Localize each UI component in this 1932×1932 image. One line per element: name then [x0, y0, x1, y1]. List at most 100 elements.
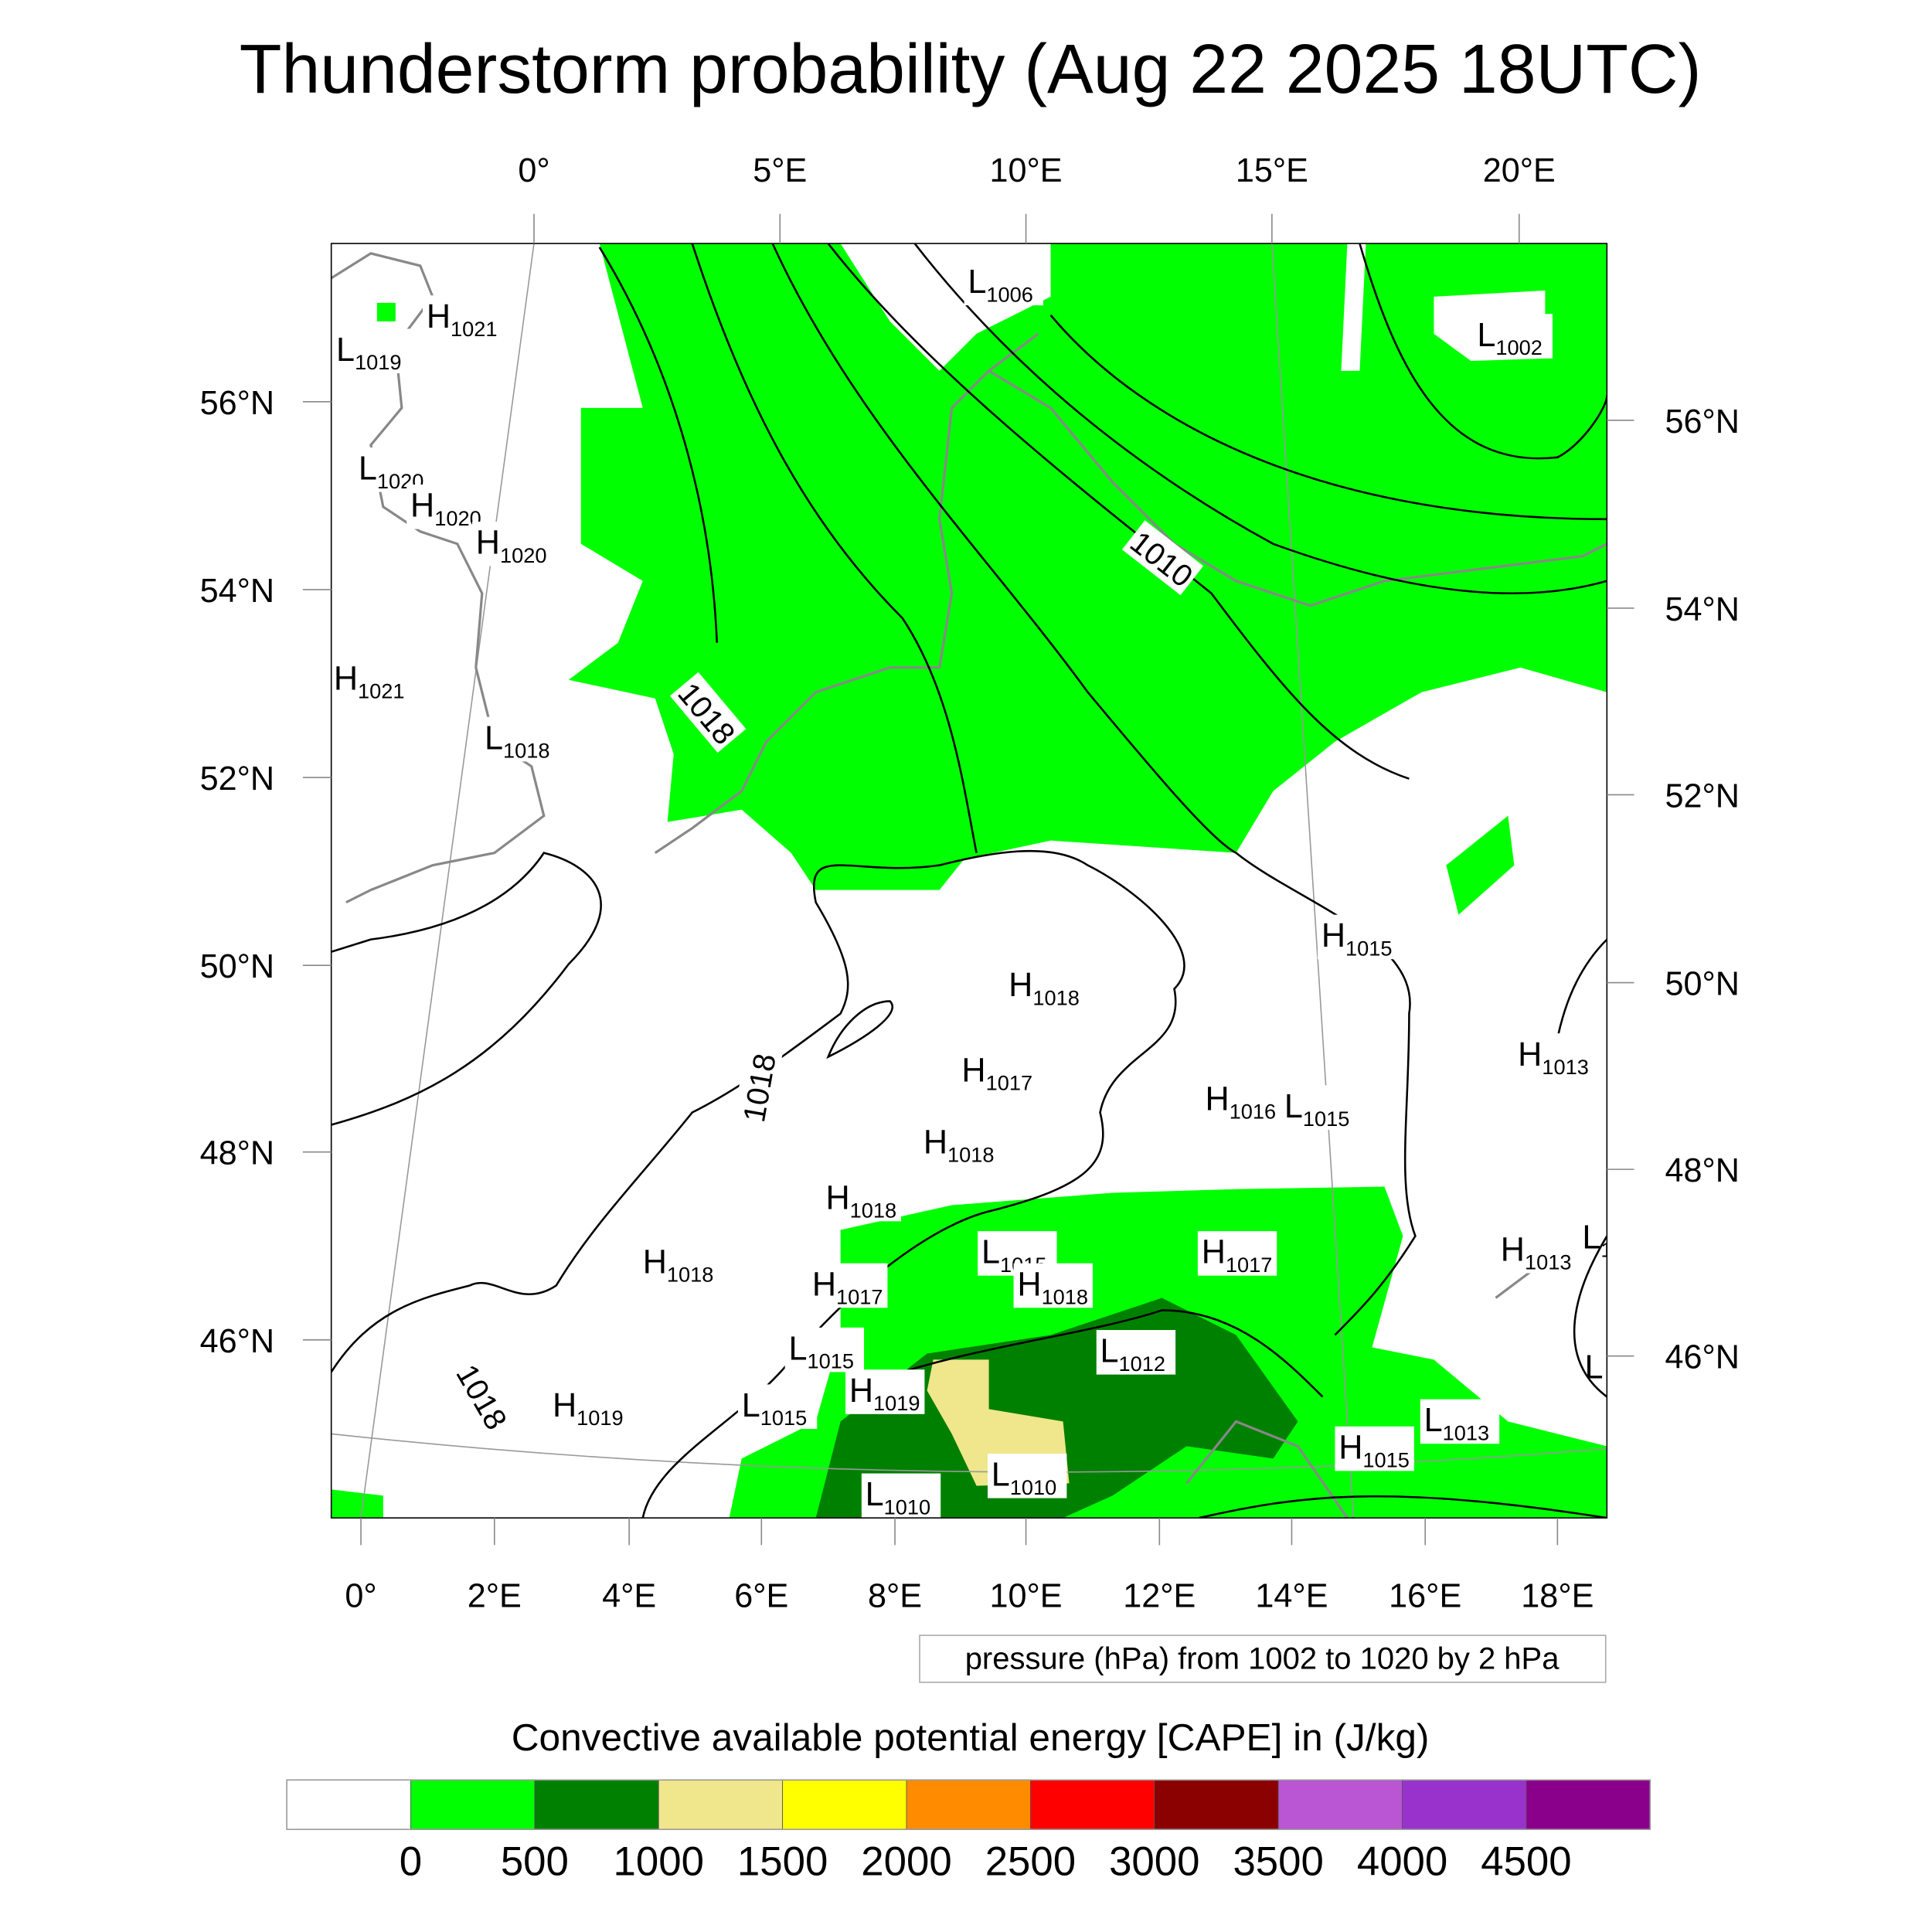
figure-title: Thunderstorm probability (Aug 22 2025 18… — [240, 30, 1702, 107]
colorbar-label: 500 — [501, 1838, 569, 1884]
colorbar-label: 3500 — [1233, 1838, 1323, 1884]
pressure-type: L — [992, 1457, 1010, 1494]
pressure-value: 1020 — [500, 543, 546, 567]
high-pressure-label: H1015 — [1318, 914, 1397, 960]
colorbar-label: 2000 — [861, 1838, 951, 1884]
low-pressure-label: L1010 — [861, 1473, 941, 1519]
pressure-value: 1017 — [836, 1284, 883, 1308]
pressure-type: L — [981, 1234, 1000, 1271]
colorbar-swatch — [1154, 1779, 1279, 1830]
bottom-lon-label: 2°E — [468, 1577, 522, 1614]
svg-text:L1015: L1015 — [981, 1234, 1047, 1277]
svg-text:H1019: H1019 — [849, 1372, 920, 1415]
right-lat-label: 54°N — [1665, 591, 1740, 628]
pressure-type: H — [1009, 967, 1032, 1004]
colorbar-swatch — [782, 1779, 907, 1830]
colorbar-swatch — [658, 1779, 784, 1830]
pressure-value: 1012 — [1119, 1352, 1165, 1376]
map-area: L1006L1002H1021L1019L1020H1020H1020H1021… — [331, 243, 1607, 1519]
pressure-type: L — [1582, 1219, 1600, 1256]
svg-text:H1018: H1018 — [1017, 1266, 1088, 1308]
cape-white-gap — [1341, 243, 1366, 371]
low-pressure-label: L1 — [1582, 1219, 1607, 1261]
pressure-value: 1002 — [1495, 335, 1542, 359]
bottom-lon-label: 0° — [345, 1577, 376, 1614]
svg-text:H1016: H1016 — [1206, 1080, 1277, 1123]
high-pressure-label: H1017 — [957, 1049, 1037, 1095]
svg-text:H1021: H1021 — [427, 298, 498, 341]
low-pressure-label: L1019 — [332, 328, 412, 374]
left-lat-label: 54°N — [200, 573, 274, 610]
pressure-type: L — [336, 332, 355, 369]
high-pressure-label: H1018 — [1013, 1263, 1093, 1308]
colorbar-swatch — [906, 1779, 1031, 1830]
bottom-lon-label: 4°E — [602, 1577, 656, 1614]
svg-text:L1015: L1015 — [742, 1387, 808, 1430]
pressure-center-labels: L1006L1002H1021L1019L1020H1020H1020H1021… — [331, 260, 1607, 1519]
pressure-type: H — [1338, 1429, 1362, 1466]
bottom-lon-label: 10°E — [990, 1577, 1063, 1614]
pressure-value: 1019 — [873, 1391, 920, 1415]
pressure-type: H — [1321, 917, 1345, 954]
left-lat-label: 46°N — [200, 1323, 274, 1360]
pressure-type: H — [812, 1266, 836, 1303]
pressure-value: 1018 — [667, 1263, 713, 1287]
low-pressure-label: L1010 — [987, 1453, 1067, 1499]
low-pressure-label: L1002 — [1473, 314, 1553, 359]
high-pressure-label: H1016 — [1201, 1077, 1281, 1124]
pressure-value: 1015 — [1362, 1448, 1409, 1472]
colorbar-title: Convective available potential energy [C… — [512, 1716, 1430, 1759]
pressure-value: 1019 — [577, 1406, 623, 1430]
pressure-type: L — [866, 1476, 884, 1513]
svg-text:L1013: L1013 — [1424, 1402, 1490, 1444]
low-pressure-label: L1018 — [481, 716, 560, 762]
right-lat-label: 52°N — [1665, 777, 1740, 815]
svg-text:H1018: H1018 — [825, 1179, 896, 1222]
colorbar-label: 3000 — [1109, 1838, 1199, 1884]
right-lat-label: 50°N — [1665, 966, 1740, 1003]
svg-text:L1006: L1006 — [968, 264, 1033, 306]
svg-text:L1018: L1018 — [485, 719, 550, 762]
right-lat-label: 56°N — [1665, 403, 1740, 440]
cape-0-500-region-west — [376, 302, 396, 321]
pressure-type: H — [1206, 1080, 1230, 1117]
left-lat-label: 52°N — [200, 760, 274, 798]
svg-text:L1010: L1010 — [992, 1457, 1057, 1499]
top-lon-label: 5°E — [753, 152, 807, 189]
cape-500-1000-region — [815, 1298, 1298, 1519]
pressure-value: 1010 — [1010, 1475, 1056, 1499]
svg-text:H1015: H1015 — [1321, 917, 1393, 960]
pressure-value: 1021 — [451, 317, 497, 341]
left-lat-label: 50°N — [200, 948, 274, 985]
svg-text:L: L — [1585, 1349, 1604, 1386]
high-pressure-label: H1019 — [549, 1384, 628, 1430]
pressure-type: L — [1477, 317, 1495, 354]
svg-text:H1013: H1013 — [1518, 1036, 1589, 1079]
bottom-lon-label: 16°E — [1389, 1577, 1461, 1614]
pressure-value: 1021 — [358, 679, 404, 703]
pressure-type: H — [961, 1053, 985, 1090]
high-pressure-label: H1018 — [821, 1176, 902, 1222]
pressure-type: L — [742, 1387, 760, 1424]
bottom-lon-label: 18°E — [1521, 1577, 1594, 1614]
high-pressure-label: H1018 — [638, 1240, 719, 1287]
low-pressure-label: L1015 — [784, 1327, 865, 1373]
svg-text:H1017: H1017 — [1202, 1234, 1273, 1277]
pressure-value: 1013 — [1542, 1055, 1588, 1079]
high-pressure-label: H1021 — [423, 295, 502, 341]
pressure-type: H — [427, 298, 451, 335]
high-pressure-label: H1019 — [845, 1369, 925, 1415]
svg-text:H1015: H1015 — [1338, 1429, 1410, 1471]
pressure-type: H — [553, 1387, 577, 1424]
pressure-type: H — [1501, 1231, 1525, 1268]
svg-text:H1021: H1021 — [334, 661, 405, 703]
cape-0-500-region-north — [568, 243, 1607, 890]
svg-text:H1013: H1013 — [1501, 1231, 1572, 1274]
colorbar-label: 4000 — [1357, 1838, 1447, 1884]
pressure-value: 1017 — [1226, 1253, 1272, 1277]
low-pressure-label: L1006 — [964, 260, 1043, 306]
svg-text:L1015: L1015 — [788, 1330, 853, 1372]
right-lat-label: 46°N — [1665, 1339, 1740, 1376]
pressure-value: 1015 — [807, 1349, 853, 1373]
pressure-type: L — [1284, 1088, 1303, 1125]
